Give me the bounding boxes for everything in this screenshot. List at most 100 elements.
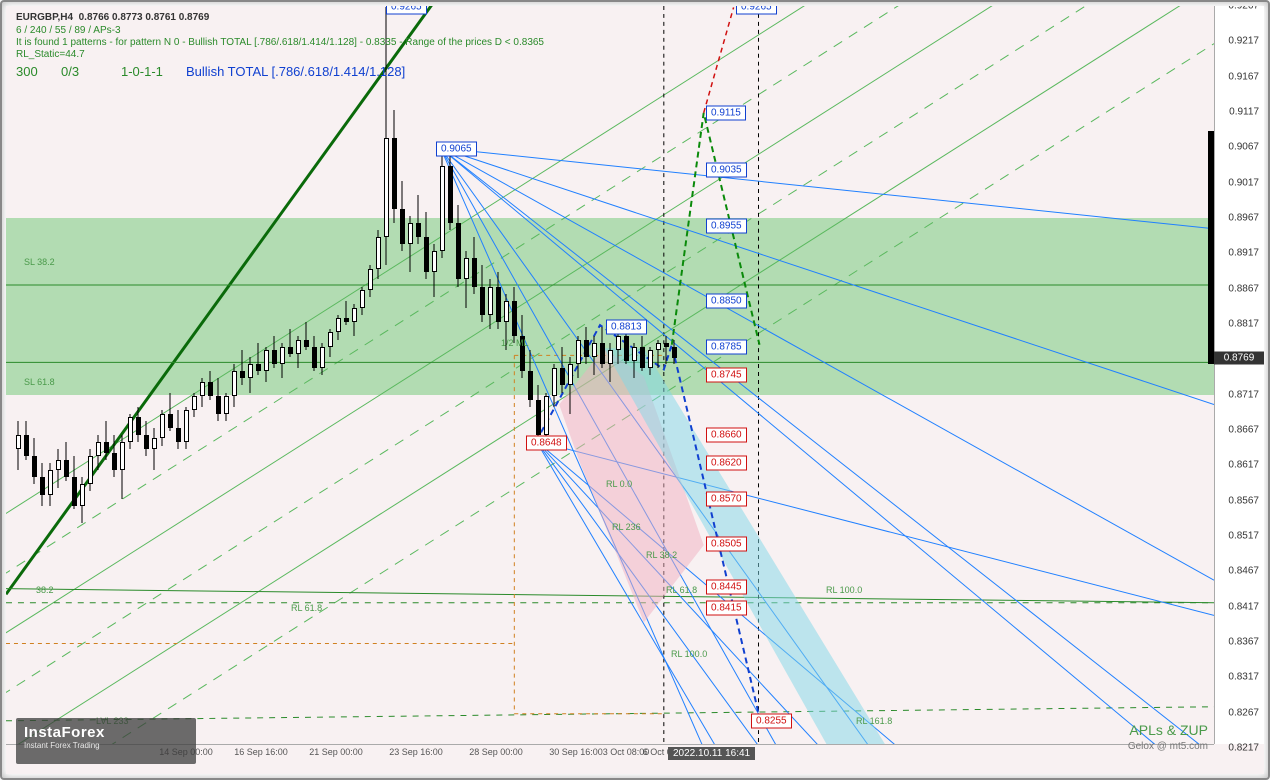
watermark-title: InstaForex bbox=[24, 724, 188, 741]
candle bbox=[656, 340, 661, 368]
symbol-label: EURGBP,H4 0.8766 0.8773 0.8761 0.8769 bbox=[16, 12, 209, 23]
price-target-red: 0.8570 bbox=[706, 491, 747, 506]
y-tick: 0.8417 bbox=[1228, 601, 1259, 612]
candle bbox=[576, 336, 581, 378]
rl-label: RL 161.8 bbox=[856, 716, 892, 726]
candle bbox=[136, 407, 141, 442]
candle bbox=[192, 393, 197, 418]
price-target-red: 0.8745 bbox=[706, 367, 747, 382]
rl-label: RL 38.2 bbox=[646, 550, 677, 560]
indicator-name: APLs & ZUP bbox=[1129, 722, 1208, 738]
header-params: 6 / 240 / 55 / 89 / APs-3 bbox=[16, 25, 121, 36]
candle bbox=[312, 336, 317, 371]
candle bbox=[456, 205, 461, 286]
candle bbox=[472, 237, 477, 294]
candle bbox=[536, 385, 541, 443]
y-tick: 0.8917 bbox=[1228, 248, 1259, 259]
candle bbox=[144, 421, 149, 456]
candle bbox=[448, 156, 453, 230]
chart-inner: 0.92650.90650.88130.91150.90350.89550.88… bbox=[6, 6, 1264, 774]
candle bbox=[408, 216, 413, 273]
price-target-red: 0.8660 bbox=[706, 427, 747, 442]
candle bbox=[512, 287, 517, 344]
candle bbox=[248, 357, 253, 392]
candle bbox=[264, 347, 269, 382]
price-range-marker bbox=[1208, 131, 1214, 364]
rl-label: SL 38.2 bbox=[24, 257, 55, 267]
candle bbox=[560, 347, 565, 393]
candle bbox=[528, 350, 533, 407]
candle bbox=[352, 304, 357, 336]
price-target-blue: 0.9115 bbox=[706, 106, 746, 121]
rl-label: RL 100.0 bbox=[826, 585, 862, 595]
y-axis: 0.92670.92170.91670.91170.90670.90170.89… bbox=[1214, 6, 1264, 744]
candle bbox=[208, 371, 213, 399]
price-target-red: 0.8648 bbox=[526, 436, 567, 451]
price-target-blue: 0.8955 bbox=[706, 219, 747, 234]
candle bbox=[96, 435, 101, 470]
x-tick: 28 Sep 00:00 bbox=[469, 747, 523, 757]
candle bbox=[176, 410, 181, 449]
candle bbox=[320, 343, 325, 375]
candle bbox=[592, 336, 597, 375]
candle bbox=[328, 329, 333, 357]
candle bbox=[272, 336, 277, 368]
candle bbox=[216, 378, 221, 420]
pattern-name: Bullish TOTAL [.786/.618/1.414/1.128] bbox=[186, 64, 405, 79]
candle bbox=[128, 414, 133, 449]
candle bbox=[544, 393, 549, 442]
candle bbox=[336, 315, 341, 340]
candle bbox=[640, 336, 645, 371]
price-target-red: 0.8620 bbox=[706, 456, 747, 471]
candle bbox=[360, 287, 365, 315]
pattern-03: 0/3 bbox=[61, 64, 79, 79]
candle bbox=[232, 364, 237, 406]
candle bbox=[104, 421, 109, 460]
candle bbox=[664, 336, 669, 364]
y-tick: 0.8317 bbox=[1228, 672, 1259, 683]
timestamp-box: 2022.10.11 16:41 bbox=[668, 747, 755, 760]
candle bbox=[584, 327, 589, 364]
y-tick: 0.8217 bbox=[1228, 743, 1259, 754]
y-tick: 0.8367 bbox=[1228, 637, 1259, 648]
candle bbox=[488, 279, 493, 328]
price-target-red: 0.8445 bbox=[706, 579, 747, 594]
x-tick: 23 Sep 16:00 bbox=[389, 747, 443, 757]
candle bbox=[168, 393, 173, 432]
y-tick: 0.8467 bbox=[1228, 566, 1259, 577]
candle bbox=[120, 435, 125, 499]
y-tick: 0.9017 bbox=[1228, 177, 1259, 188]
price-target-blue: 0.9065 bbox=[436, 141, 477, 156]
candle bbox=[200, 378, 205, 406]
rl-label: RL 100.0 bbox=[671, 649, 707, 659]
candle bbox=[224, 393, 229, 421]
candle bbox=[56, 449, 61, 488]
candle bbox=[296, 336, 301, 368]
pattern-300: 300 bbox=[16, 64, 38, 79]
candle bbox=[440, 149, 445, 259]
y-tick: 0.9167 bbox=[1228, 71, 1259, 82]
candle bbox=[64, 442, 69, 481]
candle bbox=[24, 421, 29, 460]
candle bbox=[88, 449, 93, 491]
rl-label: RL 0.0 bbox=[606, 479, 632, 489]
current-price-marker: 0.8769 bbox=[1214, 351, 1264, 364]
candle bbox=[72, 456, 77, 509]
candle bbox=[464, 251, 469, 308]
chart-plot-area[interactable]: 0.92650.90650.88130.91150.90350.89550.88… bbox=[6, 6, 1214, 744]
candle bbox=[432, 244, 437, 297]
candle bbox=[672, 340, 677, 364]
header-rl-static: RL_Static=44.7 bbox=[16, 49, 85, 60]
rl-label: RL 61.8 bbox=[666, 585, 697, 595]
candle bbox=[344, 301, 349, 326]
y-tick: 0.9217 bbox=[1228, 36, 1259, 47]
header-pattern-found: It is found 1 patterns - for pattern N 0… bbox=[16, 37, 544, 48]
candle bbox=[392, 110, 397, 223]
pattern-1011: 1-0-1-1 bbox=[121, 64, 163, 79]
candle bbox=[400, 181, 405, 252]
candle bbox=[280, 343, 285, 378]
rl-label: SL 61.8 bbox=[24, 377, 55, 387]
candle bbox=[184, 407, 189, 449]
y-tick: 0.8617 bbox=[1228, 460, 1259, 471]
instaforex-watermark: InstaForex Instant Forex Trading bbox=[16, 718, 196, 764]
